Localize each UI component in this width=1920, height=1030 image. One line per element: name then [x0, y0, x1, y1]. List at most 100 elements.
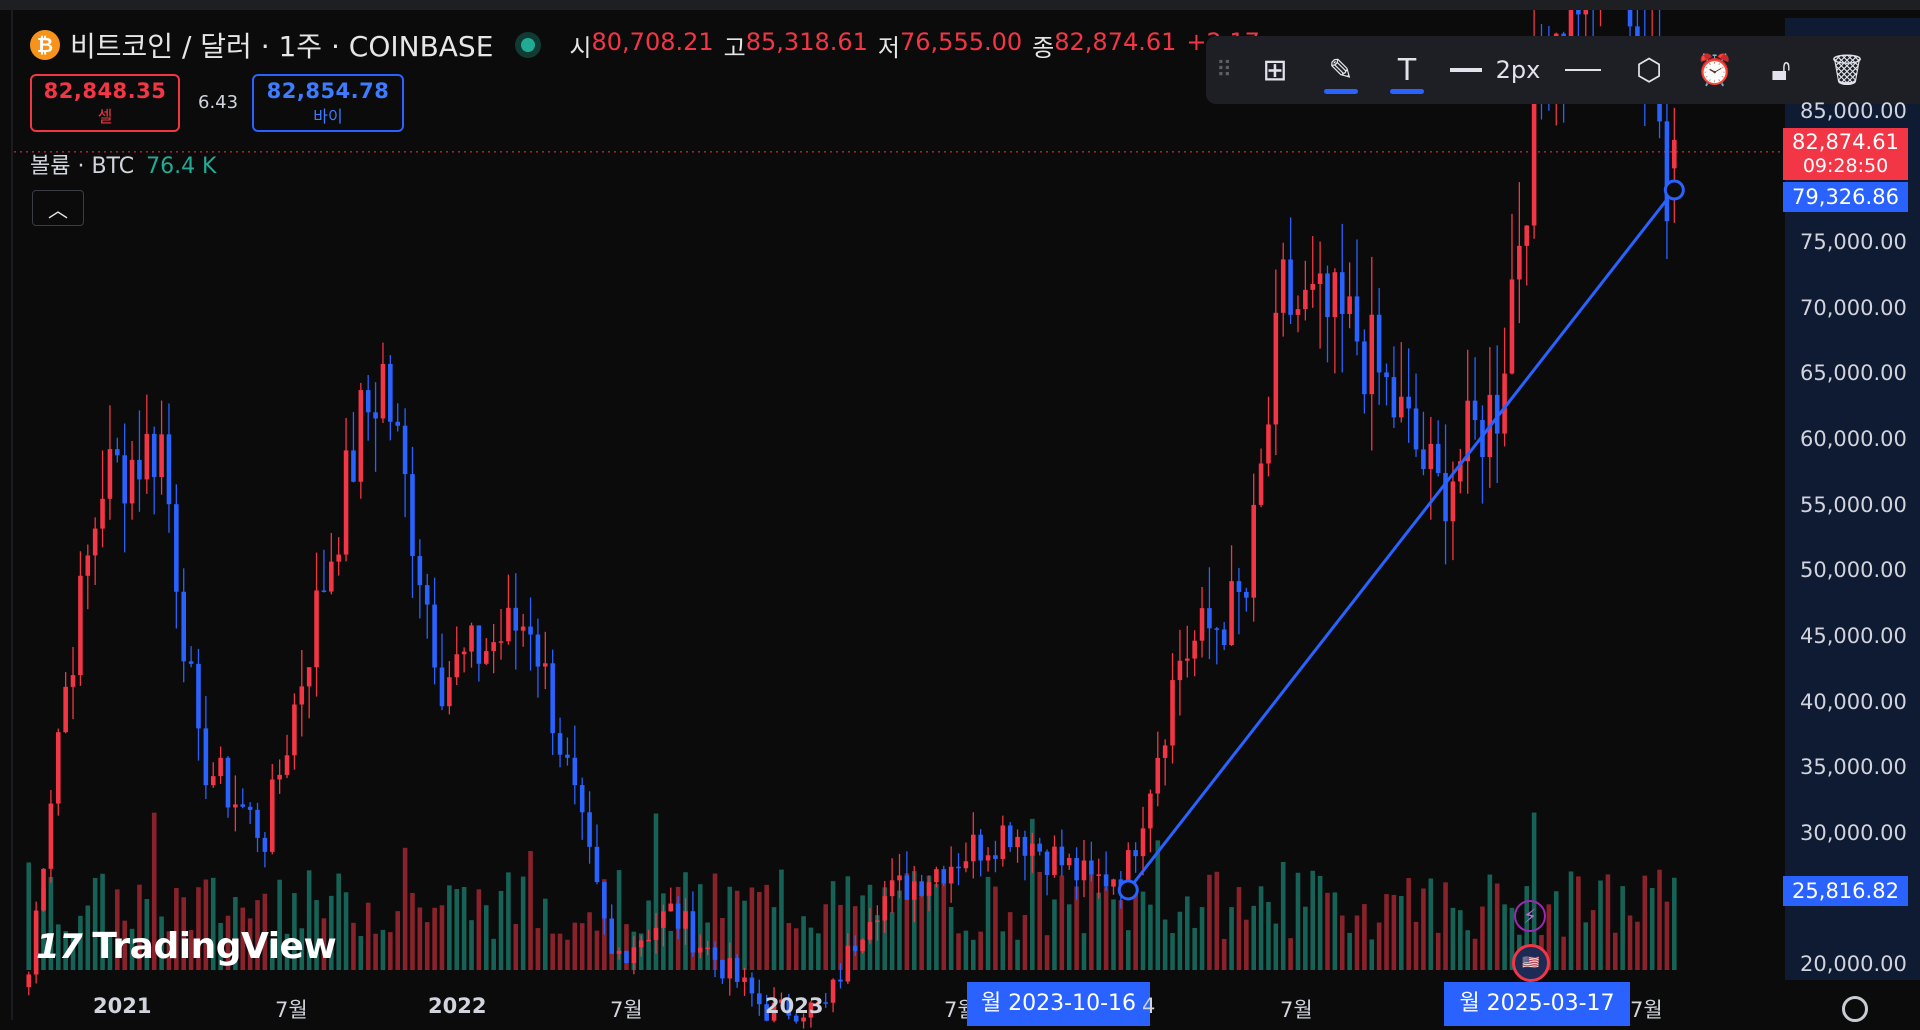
volume-bar: [129, 928, 135, 970]
candle-body: [439, 667, 445, 707]
pencil-icon[interactable]: ✎: [1308, 36, 1374, 104]
price-tick-label: 75,000.00: [1800, 230, 1907, 255]
candle-body: [1369, 314, 1375, 395]
volume-bar: [85, 905, 91, 970]
candle-body: [1627, 10, 1633, 27]
countdown: 09:28:50: [1802, 155, 1889, 177]
candle-body: [579, 785, 585, 813]
volume-bar: [875, 915, 880, 970]
volume-bar: [1325, 892, 1330, 970]
collapse-legend-button[interactable]: ︿: [32, 190, 84, 226]
volume-bar: [1052, 899, 1057, 970]
tradingview-watermark[interactable]: 17 TradingView: [36, 926, 337, 967]
candle-body: [321, 590, 327, 592]
axis-settings-gear-icon[interactable]: [1842, 996, 1868, 1022]
market-status-icon[interactable]: [521, 38, 536, 52]
volume-bar: [115, 889, 120, 970]
candle-body: [454, 654, 460, 678]
candle-body: [1125, 850, 1131, 889]
volume-legend[interactable]: 볼륨 · BTC 76.4 K: [30, 148, 216, 180]
alert-add-icon[interactable]: ⏰: [1696, 52, 1734, 88]
volume-bar: [1413, 921, 1419, 970]
candle-body: [543, 663, 548, 667]
candle-body: [1266, 424, 1271, 464]
volume-bar: [587, 912, 592, 970]
sell-button[interactable]: 82,848.35 셀: [30, 74, 180, 132]
volume-bar: [269, 939, 275, 970]
candle-body: [764, 1004, 769, 1021]
candle-body: [1207, 608, 1212, 629]
unlock-icon[interactable]: 🔓︎: [1771, 52, 1791, 88]
candle-body: [1398, 396, 1404, 418]
candle-body: [1162, 745, 1168, 758]
text-icon[interactable]: T: [1374, 36, 1440, 104]
volume-bar: [543, 898, 548, 970]
volume-bar: [388, 932, 393, 970]
volume-bar: [107, 933, 113, 970]
candle-body: [513, 607, 519, 631]
spread-value: 6.43: [198, 92, 239, 113]
candle-body: [1081, 860, 1087, 881]
time-label-jul: 7월: [610, 998, 643, 1022]
templates-icon[interactable]: ⊞: [1262, 52, 1288, 88]
volume-bar: [1605, 874, 1611, 970]
candle-body: [793, 1015, 799, 1022]
volume-bar: [528, 851, 533, 970]
volume-bar: [1362, 904, 1367, 970]
price-tick-label: 70,000.00: [1800, 295, 1907, 320]
candle-body: [646, 939, 651, 942]
candle-body: [675, 903, 681, 929]
candle-body: [956, 866, 961, 869]
candle-body: [225, 757, 231, 808]
volume-bar: [1472, 938, 1478, 970]
price-chart[interactable]: [0, 10, 1920, 1030]
volume-bar: [1221, 938, 1227, 970]
candle-body: [255, 809, 260, 838]
volume-bar: [439, 905, 445, 970]
line-width-label: 2px: [1495, 56, 1541, 84]
candle-body: [557, 733, 563, 755]
volume-bar: [218, 922, 223, 970]
volume-bar: [734, 890, 740, 970]
trash-icon[interactable]: 🗑︎: [1827, 52, 1867, 88]
us-flag-event-icon[interactable]: 🇺🇸: [1512, 944, 1550, 982]
volume-bar: [410, 892, 415, 970]
candle-body: [985, 855, 991, 861]
symbol-title[interactable]: 비트코인 / 달러 · 1주 · COINBASE: [70, 30, 494, 63]
open-value: 80,708.21: [591, 27, 714, 56]
candle-body: [993, 855, 998, 859]
volume-bar: [26, 862, 32, 970]
candle-body: [210, 776, 216, 786]
candle-body: [1221, 629, 1227, 646]
volume-bar: [1000, 931, 1006, 970]
lightning-icon[interactable]: ⚡︎: [1514, 900, 1546, 932]
volume-bar: [48, 876, 54, 970]
volume-bar: [786, 923, 792, 970]
volume-bar: [565, 939, 570, 970]
candle-body: [277, 774, 282, 780]
volume-bar: [1398, 896, 1404, 970]
volume-bar: [594, 930, 600, 970]
volume-bar: [1162, 919, 1168, 970]
candle-body: [137, 459, 142, 480]
line-style-button[interactable]: [1550, 36, 1616, 104]
volume-bar: [1244, 919, 1249, 970]
settings-hexagon-icon[interactable]: ⬡: [1635, 52, 1663, 88]
candle-body: [1421, 449, 1426, 470]
candle-body: [1317, 273, 1323, 284]
candle-body: [1303, 289, 1308, 310]
candle-body: [506, 607, 511, 642]
trendline-end-handle: [1663, 179, 1685, 201]
candle-body: [638, 940, 644, 948]
line-width-selector[interactable]: 2px: [1440, 36, 1550, 104]
volume-bar: [1118, 900, 1124, 970]
buy-button[interactable]: 82,854.78 바이: [252, 74, 404, 132]
volume-bar: [159, 916, 164, 970]
volume-bar: [1590, 910, 1596, 970]
volume-bar: [292, 893, 297, 970]
candle-body: [535, 634, 541, 667]
candle-body: [498, 641, 504, 643]
current-price: 82,874.61: [1792, 130, 1899, 154]
drag-handle-icon[interactable]: ⠿: [1215, 57, 1233, 83]
volume-bar: [609, 938, 615, 970]
